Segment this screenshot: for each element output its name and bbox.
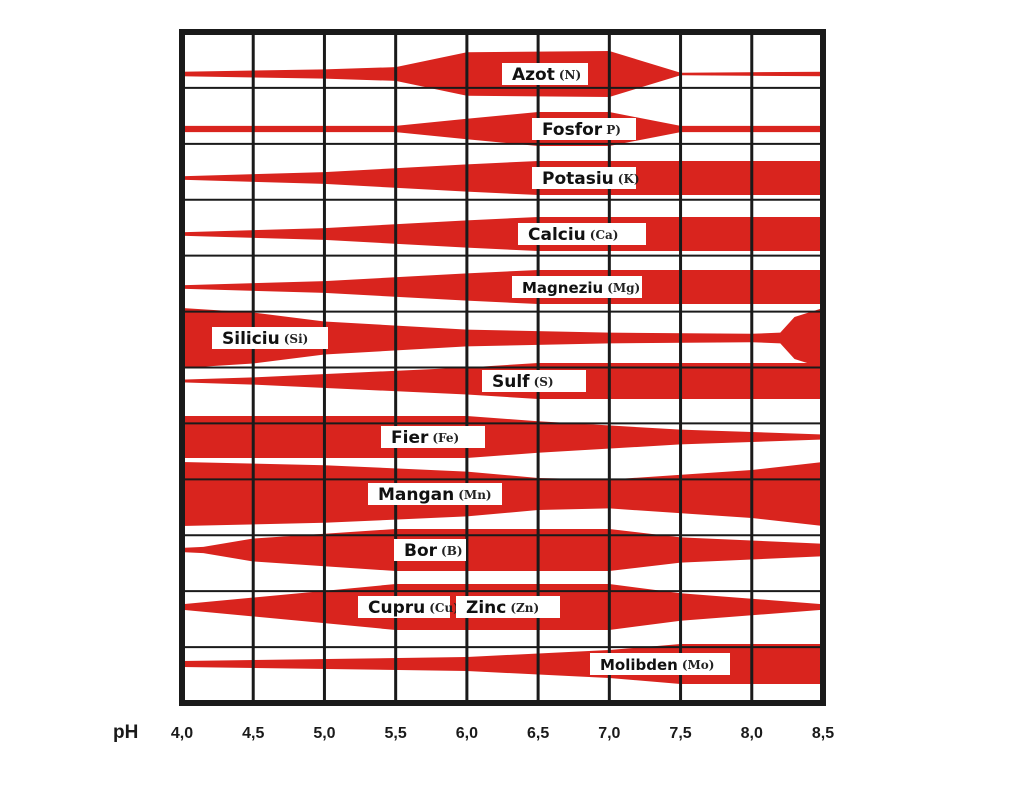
- label-box-molibden: [590, 653, 730, 675]
- label-box-potasiu: [532, 167, 636, 189]
- label-box-bor: [394, 539, 466, 561]
- label-box-cupru: [358, 596, 450, 618]
- label-azot: Azot: [512, 65, 555, 85]
- nutrient-bands: [182, 51, 823, 684]
- x-tick-label: 6,5: [527, 725, 549, 742]
- symbol-fier: (Fe): [432, 431, 459, 445]
- label-zinc: Zinc: [466, 598, 506, 618]
- x-tick-label: 8,0: [741, 725, 763, 742]
- x-tick-label: 6,0: [456, 725, 478, 742]
- label-magneziu: Magneziu: [522, 279, 603, 297]
- symbol-zinc: (Zn): [510, 601, 539, 615]
- x-tick-label: 7,5: [669, 725, 691, 742]
- label-potasiu: Potasiu: [542, 169, 614, 189]
- x-tick-label: 5,0: [313, 725, 335, 742]
- nutrient-labels: Azot (N) Fosfor P) Potasiu (K) Calciu (Ca) Magne…: [212, 63, 730, 675]
- label-box-mangan: [368, 483, 502, 505]
- x-axis-ticks: 4,0 4,5 5,0 5,5 6,0 6,5 7,0 7,5 8,0 8,5: [171, 725, 834, 742]
- symbol-molibden: (Mo): [682, 658, 715, 672]
- band-bor: [182, 529, 823, 571]
- x-tick-label: 5,5: [385, 725, 407, 742]
- band-fosfor: [182, 112, 823, 146]
- label-box-zinc: [456, 596, 560, 618]
- label-fier: Fier: [391, 428, 429, 448]
- symbol-sulf: (S): [534, 375, 554, 389]
- label-box-siliciu: [212, 327, 328, 349]
- label-sulf: Sulf: [492, 372, 530, 392]
- x-tick-label: 4,0: [171, 725, 193, 742]
- symbol-bor: (B): [441, 544, 463, 558]
- label-box-sulf: [482, 370, 586, 392]
- x-tick-label: 4,5: [242, 725, 264, 742]
- label-box-magneziu: [512, 276, 642, 298]
- symbol-mangan: (Mn): [458, 488, 491, 502]
- band-calciu: [182, 217, 823, 251]
- x-tick-label: 7,0: [598, 725, 620, 742]
- band-potasiu: [182, 161, 823, 195]
- symbol-cupru: (Cu): [429, 601, 459, 615]
- symbol-fosfor: P): [606, 123, 621, 137]
- label-box-fosfor: [532, 118, 636, 140]
- label-box-fier: [381, 426, 485, 448]
- symbol-siliciu: (Si): [284, 332, 309, 346]
- label-box-azot: [502, 63, 588, 85]
- grid-lines: [182, 32, 823, 703]
- band-mangan: [182, 462, 823, 526]
- label-mangan: Mangan: [378, 485, 454, 505]
- x-axis-label: pH: [113, 722, 138, 743]
- symbol-potasiu: (K): [618, 172, 640, 186]
- chart-frame: [179, 29, 826, 706]
- label-bor: Bor: [404, 541, 438, 561]
- label-box-calciu: [518, 223, 646, 245]
- symbol-calciu: (Ca): [590, 228, 619, 242]
- symbol-azot: (N): [559, 68, 581, 82]
- label-cupru: Cupru: [368, 598, 425, 618]
- label-calciu: Calciu: [528, 225, 586, 245]
- label-siliciu: Siliciu: [222, 329, 280, 349]
- band-siliciu: [182, 308, 823, 368]
- band-magneziu: [182, 270, 823, 304]
- band-fier: [182, 416, 823, 458]
- x-tick-label: 8,5: [812, 725, 834, 742]
- symbol-magneziu: (Mg): [607, 281, 640, 295]
- label-molibden: Molibden: [600, 656, 678, 674]
- label-fosfor: Fosfor: [542, 120, 603, 140]
